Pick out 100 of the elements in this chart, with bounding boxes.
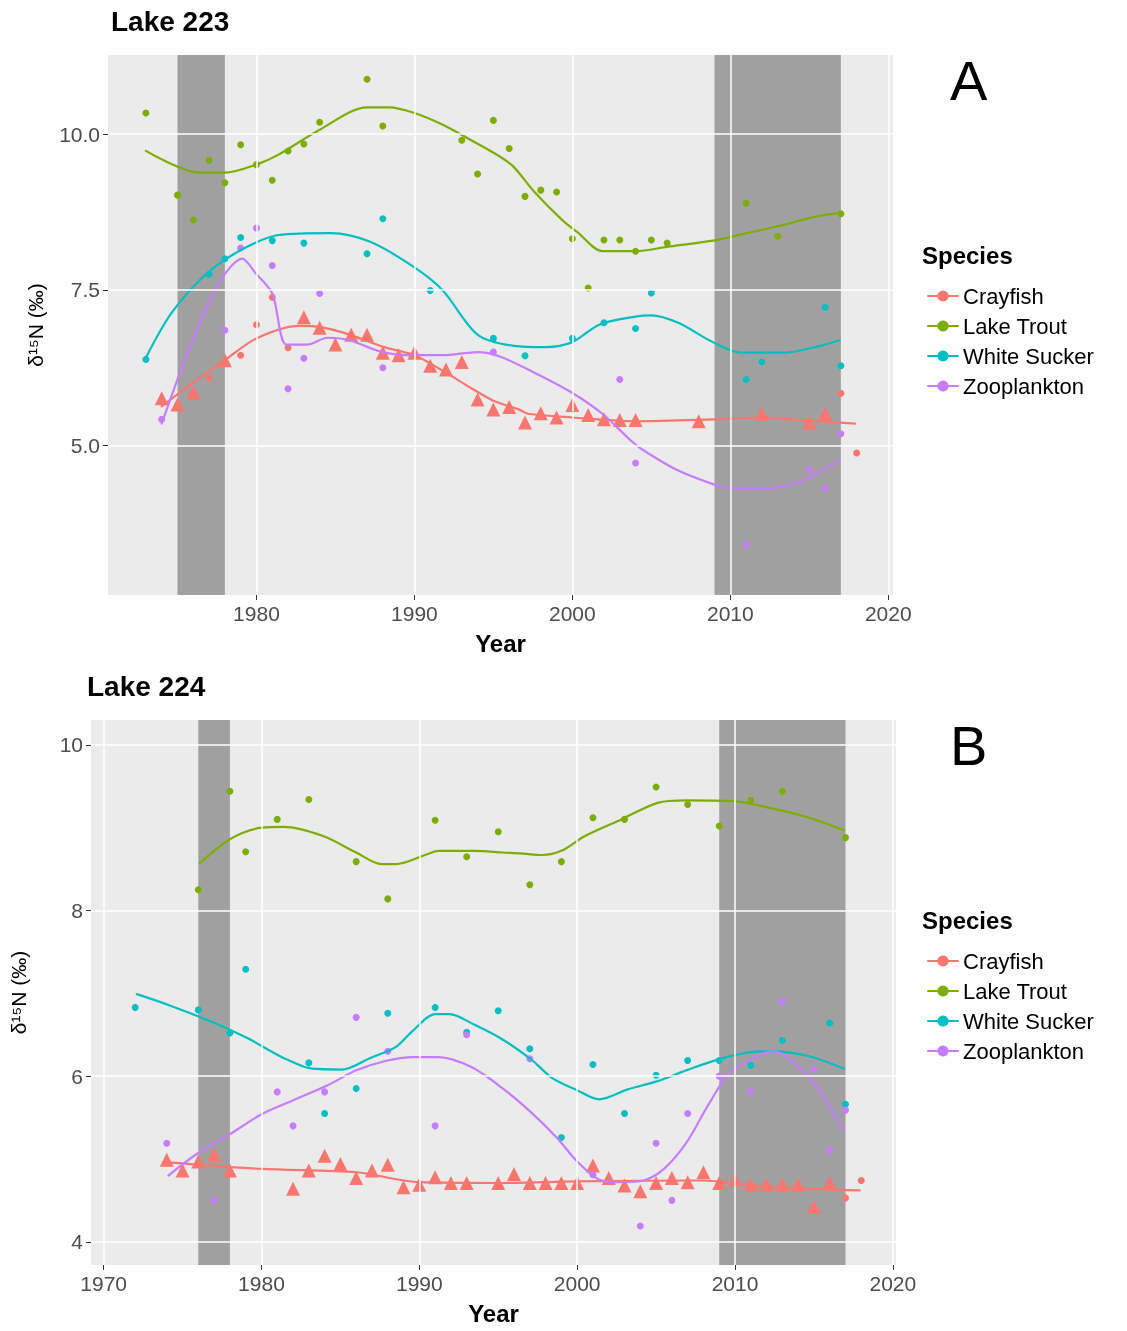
line-series (198, 799, 846, 866)
point (842, 1100, 849, 1108)
x-tick-label: 2010 (711, 1272, 759, 1295)
point (226, 787, 234, 795)
y-tick-label: 8 (71, 899, 83, 922)
point (778, 998, 786, 1006)
line-series (160, 257, 841, 490)
y-tick-label: 7.5 (70, 278, 100, 302)
line-series (135, 993, 846, 1101)
point (826, 1147, 834, 1155)
point (296, 310, 311, 325)
point (526, 1045, 534, 1053)
point (194, 886, 202, 894)
point (668, 1196, 676, 1204)
point (174, 191, 181, 199)
point (837, 362, 845, 370)
point (431, 1122, 439, 1130)
point (268, 176, 276, 184)
point (747, 1088, 755, 1096)
legend-label: Crayfish (963, 948, 1044, 974)
point (806, 1200, 821, 1215)
point (221, 326, 229, 334)
legend-label: Zooplankton (963, 1038, 1085, 1064)
point (379, 364, 387, 372)
point (853, 449, 861, 457)
point (742, 376, 750, 383)
point (589, 1061, 597, 1069)
point (616, 376, 624, 383)
y-tick-label: 10 (59, 733, 83, 757)
point (842, 834, 849, 842)
point (778, 787, 786, 795)
point (837, 389, 845, 397)
point (305, 796, 313, 804)
point (301, 1163, 316, 1178)
point (494, 828, 502, 836)
point (159, 1152, 174, 1167)
point (237, 233, 245, 241)
y-axis-title: δ¹⁵N (‰) (7, 950, 30, 1035)
point (273, 815, 281, 823)
point (317, 1148, 332, 1163)
point (684, 1109, 692, 1117)
point (273, 1088, 281, 1096)
point (553, 188, 561, 196)
point (649, 1176, 664, 1190)
point (316, 118, 324, 126)
point (207, 1147, 222, 1162)
point (349, 1171, 364, 1186)
legend-label: Lake Trout (963, 313, 1067, 339)
legend-title: Species (922, 241, 1013, 269)
point (470, 392, 485, 407)
point (742, 199, 750, 207)
x-axis-title: Year (468, 1299, 519, 1327)
point (131, 1003, 139, 1011)
x-tick-label: 1990 (391, 602, 438, 625)
point (486, 402, 501, 417)
x-tick-label: 1980 (233, 602, 280, 625)
point (423, 358, 438, 373)
point (821, 303, 829, 311)
point (696, 1165, 711, 1180)
point (589, 814, 597, 822)
point (352, 1085, 360, 1093)
point (268, 262, 276, 270)
point (284, 385, 292, 393)
point (384, 1009, 392, 1017)
point (632, 459, 640, 467)
point (237, 141, 245, 149)
point (537, 186, 545, 194)
point (363, 250, 371, 258)
point (489, 116, 497, 124)
point (396, 1180, 411, 1195)
point (237, 351, 245, 359)
x-tick-label: 2000 (553, 1272, 601, 1295)
point (494, 1007, 502, 1015)
point (352, 858, 360, 866)
point (842, 1106, 849, 1114)
point (363, 75, 371, 83)
point (458, 136, 466, 144)
y-tick-label: 4 (71, 1230, 84, 1254)
point (242, 848, 250, 856)
x-tick-label: 2020 (869, 1272, 917, 1295)
point (384, 895, 392, 903)
point (818, 406, 833, 421)
point (300, 354, 308, 362)
x-tick-label: 2010 (706, 602, 754, 625)
point (621, 1109, 629, 1117)
y-axis-title: δ¹⁵N (‰) (24, 283, 47, 367)
point (842, 1194, 849, 1202)
x-tick-label: 1980 (238, 1272, 285, 1295)
point (163, 1139, 171, 1147)
point (242, 965, 250, 973)
point (205, 374, 213, 382)
point (431, 1003, 439, 1011)
point (616, 236, 624, 244)
point (463, 853, 471, 861)
point (636, 1222, 644, 1230)
point (194, 1006, 202, 1014)
point (321, 1088, 329, 1096)
x-axis-title: Year (475, 629, 526, 657)
point (454, 355, 469, 370)
legend-title: Species (922, 906, 1013, 934)
